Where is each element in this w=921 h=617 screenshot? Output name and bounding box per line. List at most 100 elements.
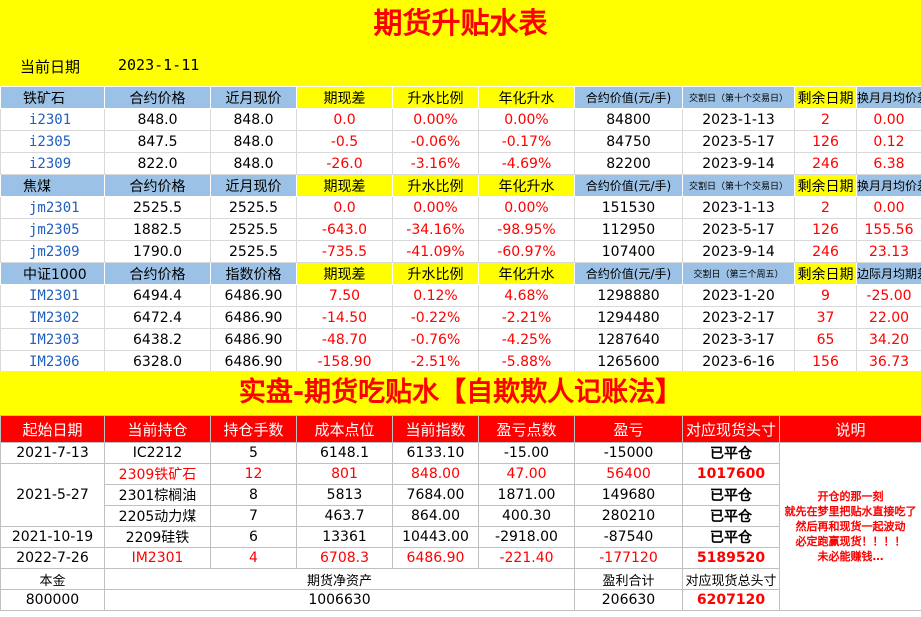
column-header: 年化升水 bbox=[478, 262, 575, 285]
table-cell: 37 bbox=[794, 306, 857, 329]
table-cell: 2023-5-17 bbox=[682, 130, 795, 153]
table-cell: 0.00% bbox=[392, 108, 479, 131]
table-cell: 82200 bbox=[574, 152, 683, 175]
contract-code: i2309 bbox=[0, 152, 105, 175]
summary-row: 800000 1006630 206630 6207120 bbox=[0, 589, 921, 611]
principal-label: 本金 bbox=[0, 568, 105, 590]
table-cell: 0.00% bbox=[478, 108, 575, 131]
table-cell: -177120 bbox=[574, 547, 683, 569]
table-cell: 13361 bbox=[296, 526, 393, 548]
table-cell: 7 bbox=[210, 505, 297, 527]
column-header: 期现差 bbox=[296, 262, 393, 285]
table-cell: -26.0 bbox=[296, 152, 393, 175]
contract-code: jm2309 bbox=[0, 240, 105, 263]
table-cell: 112950 bbox=[574, 218, 683, 241]
table-row: jm2305 1882.5 2525.5 -643.0 -34.16% -98.95% 11… bbox=[0, 218, 921, 241]
note-line: 就先在梦里把贴水直接吃了 bbox=[784, 505, 917, 518]
contract-code: jm2305 bbox=[0, 218, 105, 241]
table-cell: -643.0 bbox=[296, 218, 393, 241]
column-header: 年化升水 bbox=[478, 86, 575, 109]
table-cell: 126 bbox=[794, 218, 857, 241]
table-cell: 65 bbox=[794, 328, 857, 351]
table-row: i2301 848.0 848.0 0.0 0.00% 0.00% 84800 2023-1-… bbox=[0, 108, 921, 131]
table-cell: 6472.4 bbox=[104, 306, 211, 329]
column-header: 交割日（第十个交易日） bbox=[682, 86, 795, 109]
table-cell: 2023-9-14 bbox=[682, 152, 795, 175]
table-row: IM2302 6472.4 6486.90 -14.50 -0.22% -2.21% 129… bbox=[0, 306, 921, 329]
table-row: jm2309 1790.0 2525.5 -735.5 -41.09% -60.97% 10… bbox=[0, 240, 921, 263]
table-cell: -0.22% bbox=[392, 306, 479, 329]
profit-label: 盈利合计 bbox=[574, 568, 683, 590]
table-cell: 246 bbox=[794, 240, 857, 263]
table-cell: 1265600 bbox=[574, 350, 683, 373]
table-cell: 6486.90 bbox=[392, 547, 479, 569]
section-header-row: 中证1000 合约价格 指数价格 期现差 升水比例 年化升水 合约价值(元/手) 交割日（第三… bbox=[0, 262, 921, 285]
table-cell: 6328.0 bbox=[104, 350, 211, 373]
table-cell: 6486.90 bbox=[210, 350, 297, 373]
table-cell: 56400 bbox=[574, 463, 683, 485]
table-cell: IC2212 bbox=[104, 442, 211, 464]
start-date: 2022-7-26 bbox=[0, 547, 105, 569]
table-cell: 246 bbox=[794, 152, 857, 175]
column-header: 合约价格 bbox=[104, 262, 211, 285]
summary-row: 本金 期货净资产 盈利合计 对应现货总头寸 bbox=[0, 568, 921, 590]
table-cell: 156 bbox=[794, 350, 857, 373]
table-row: IM2301 6494.4 6486.90 7.50 0.12% 4.68% 1298880… bbox=[0, 284, 921, 307]
column-header: 合约价值(元/手) bbox=[574, 86, 683, 109]
table-cell: 6708.3 bbox=[296, 547, 393, 569]
column-header: 合约价格 bbox=[104, 174, 211, 197]
net-assets-value: 1006630 bbox=[104, 589, 575, 611]
table-cell: 0.00% bbox=[478, 196, 575, 219]
column-header: 说明 bbox=[779, 415, 921, 443]
table-cell: 847.5 bbox=[104, 130, 211, 153]
table-cell: -158.90 bbox=[296, 350, 393, 373]
table-cell: 2023-1-13 bbox=[682, 196, 795, 219]
table-cell: 9 bbox=[794, 284, 857, 307]
column-header: 成本点位 bbox=[296, 415, 393, 443]
note-cell: 开仓的那一刻 就先在梦里把贴水直接吃了 然后再和现货一起波动 必定跑赢现货！！！！ 未必… bbox=[779, 442, 921, 611]
table-cell: 1882.5 bbox=[104, 218, 211, 241]
table-cell: -2.21% bbox=[478, 306, 575, 329]
contract-code: IM2301 bbox=[0, 284, 105, 307]
column-header: 起始日期 bbox=[0, 415, 105, 443]
table-row: i2305 847.5 848.0 -0.5 -0.06% -0.17% 84750 2023… bbox=[0, 130, 921, 153]
spot-total-value: 6207120 bbox=[682, 589, 780, 611]
contract-code: IM2306 bbox=[0, 350, 105, 373]
column-header: 当前指数 bbox=[392, 415, 479, 443]
table-row: 2021-5-27 2309铁矿石 12 801 848.00 47.00 56400 101… bbox=[0, 463, 921, 527]
column-header: 升水比例 bbox=[392, 86, 479, 109]
table-cell: -87540 bbox=[574, 526, 683, 548]
table-cell: 12 bbox=[210, 463, 297, 485]
table-cell: 2209硅铁 bbox=[104, 526, 211, 548]
spot-total-label: 对应现货总头寸 bbox=[682, 568, 780, 590]
table-row: IM2303 6438.2 6486.90 -48.70 -0.76% -4.25% 128… bbox=[0, 328, 921, 351]
table-cell: 6486.90 bbox=[210, 328, 297, 351]
column-header: 近月现价 bbox=[210, 86, 297, 109]
table-row: IM2306 6328.0 6486.90 -158.90 -2.51% -5.88% 12… bbox=[0, 350, 921, 373]
table-cell: -4.69% bbox=[478, 152, 575, 175]
table-cell: 47.00 bbox=[478, 463, 575, 485]
table-cell: -34.16% bbox=[392, 218, 479, 241]
table-cell: 84750 bbox=[574, 130, 683, 153]
table-cell: 1294480 bbox=[574, 306, 683, 329]
table-cell: 6486.90 bbox=[210, 284, 297, 307]
start-date: 2021-5-27 bbox=[0, 463, 105, 527]
contract-code: jm2301 bbox=[0, 196, 105, 219]
column-header: 剩余日期 bbox=[794, 86, 857, 109]
column-header: 焦煤 bbox=[0, 174, 105, 197]
column-header: 升水比例 bbox=[392, 262, 479, 285]
table-cell: 848.0 bbox=[210, 130, 297, 153]
table-cell: 1287640 bbox=[574, 328, 683, 351]
table-cell: -14.50 bbox=[296, 306, 393, 329]
contract-code: IM2302 bbox=[0, 306, 105, 329]
table-cell: -221.40 bbox=[478, 547, 575, 569]
table-cell: 2525.5 bbox=[104, 196, 211, 219]
note-line: 必定跑赢现货！！！！ bbox=[795, 535, 906, 548]
table-cell: -0.06% bbox=[392, 130, 479, 153]
table-cell: 10443.00 bbox=[392, 526, 479, 548]
contract-code: i2305 bbox=[0, 130, 105, 153]
table-cell: 2309铁矿石 bbox=[104, 463, 211, 485]
column-header: 当前持仓 bbox=[104, 415, 211, 443]
table-row: 2022-7-26 IM2301 4 6708.3 6486.90 -221.40 -177… bbox=[0, 547, 921, 569]
table-cell: 107400 bbox=[574, 240, 683, 263]
